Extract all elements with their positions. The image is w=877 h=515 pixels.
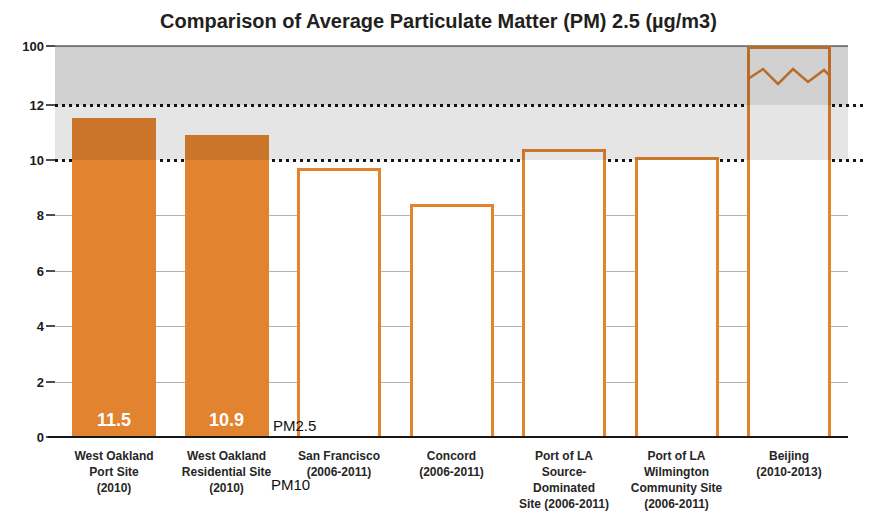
bar-6 xyxy=(635,157,719,437)
bar-7 xyxy=(747,46,831,437)
y-tick-2 xyxy=(46,381,55,383)
category-label-line: Site (2006-2011) xyxy=(499,496,629,512)
y-tick-label-10: 10 xyxy=(4,154,44,167)
y-tick-12 xyxy=(46,104,55,106)
reference-line-12 xyxy=(55,104,866,107)
chart-title: Comparison of Average Particulate Matter… xyxy=(0,10,877,33)
y-tick-10 xyxy=(46,159,55,161)
y-tick-8 xyxy=(46,214,55,216)
bar-2: 10.9 xyxy=(185,135,269,437)
annotation-pm10: PM10 xyxy=(271,476,310,493)
category-label-line: Port Site xyxy=(49,464,179,480)
reference-line-10 xyxy=(55,159,866,162)
y-axis-top-line xyxy=(55,45,848,47)
shaded-band-light xyxy=(55,105,848,160)
y-tick-4 xyxy=(46,325,55,327)
category-label-5: Port of LASource-DominatedSite (2006-201… xyxy=(499,448,629,512)
annotation-pm25: PM2.5 xyxy=(273,417,316,434)
bar-4 xyxy=(410,204,494,437)
bar-value-label: 10.9 xyxy=(185,410,269,431)
bar-1: 11.5 xyxy=(72,118,156,437)
y-tick-label-6: 6 xyxy=(4,265,44,278)
category-label-line: Port of LA xyxy=(612,448,742,464)
category-label-6: Port of LAWilmingtonCommunity Site(2006-… xyxy=(612,448,742,512)
category-label-line: Dominated xyxy=(499,480,629,496)
y-tick-label-2: 2 xyxy=(4,376,44,389)
bar-5 xyxy=(522,149,606,437)
category-label-line: Wilmington xyxy=(612,464,742,480)
category-label-line: (2010-2013) xyxy=(724,464,854,480)
y-tick-label-12: 12 xyxy=(4,99,44,112)
category-label-line: Port of LA xyxy=(499,448,629,464)
category-label-line: San Francisco xyxy=(274,448,404,464)
category-label-4: Concord(2006-2011) xyxy=(387,448,517,480)
y-tick-label-4: 4 xyxy=(4,320,44,333)
category-label-line: (2006-2011) xyxy=(612,496,742,512)
category-label-line: (2006-2011) xyxy=(387,464,517,480)
shaded-band-dark xyxy=(55,46,848,105)
category-label-line: Community Site xyxy=(612,480,742,496)
category-label-1: West OaklandPort Site(2010) xyxy=(49,448,179,496)
x-axis-line xyxy=(48,436,848,438)
bar-value-label: 11.5 xyxy=(72,410,156,431)
bar-3 xyxy=(297,168,381,437)
chart-page: Comparison of Average Particulate Matter… xyxy=(0,0,877,515)
category-label-line: West Oakland xyxy=(49,448,179,464)
y-tick-label-100: 100 xyxy=(4,40,44,53)
category-label-line: Concord xyxy=(387,448,517,464)
category-label-7: Beijing(2010-2013) xyxy=(724,448,854,480)
category-label-line: (2010) xyxy=(49,480,179,496)
y-tick-6 xyxy=(46,270,55,272)
category-label-line: Beijing xyxy=(724,448,854,464)
category-label-line: West Oakland xyxy=(162,448,292,464)
category-label-line: Source- xyxy=(499,464,629,480)
y-tick-label-0: 0 xyxy=(4,431,44,444)
axis-break-zigzag xyxy=(747,60,831,90)
y-tick-label-8: 8 xyxy=(4,209,44,222)
y-tick-100 xyxy=(46,45,55,47)
